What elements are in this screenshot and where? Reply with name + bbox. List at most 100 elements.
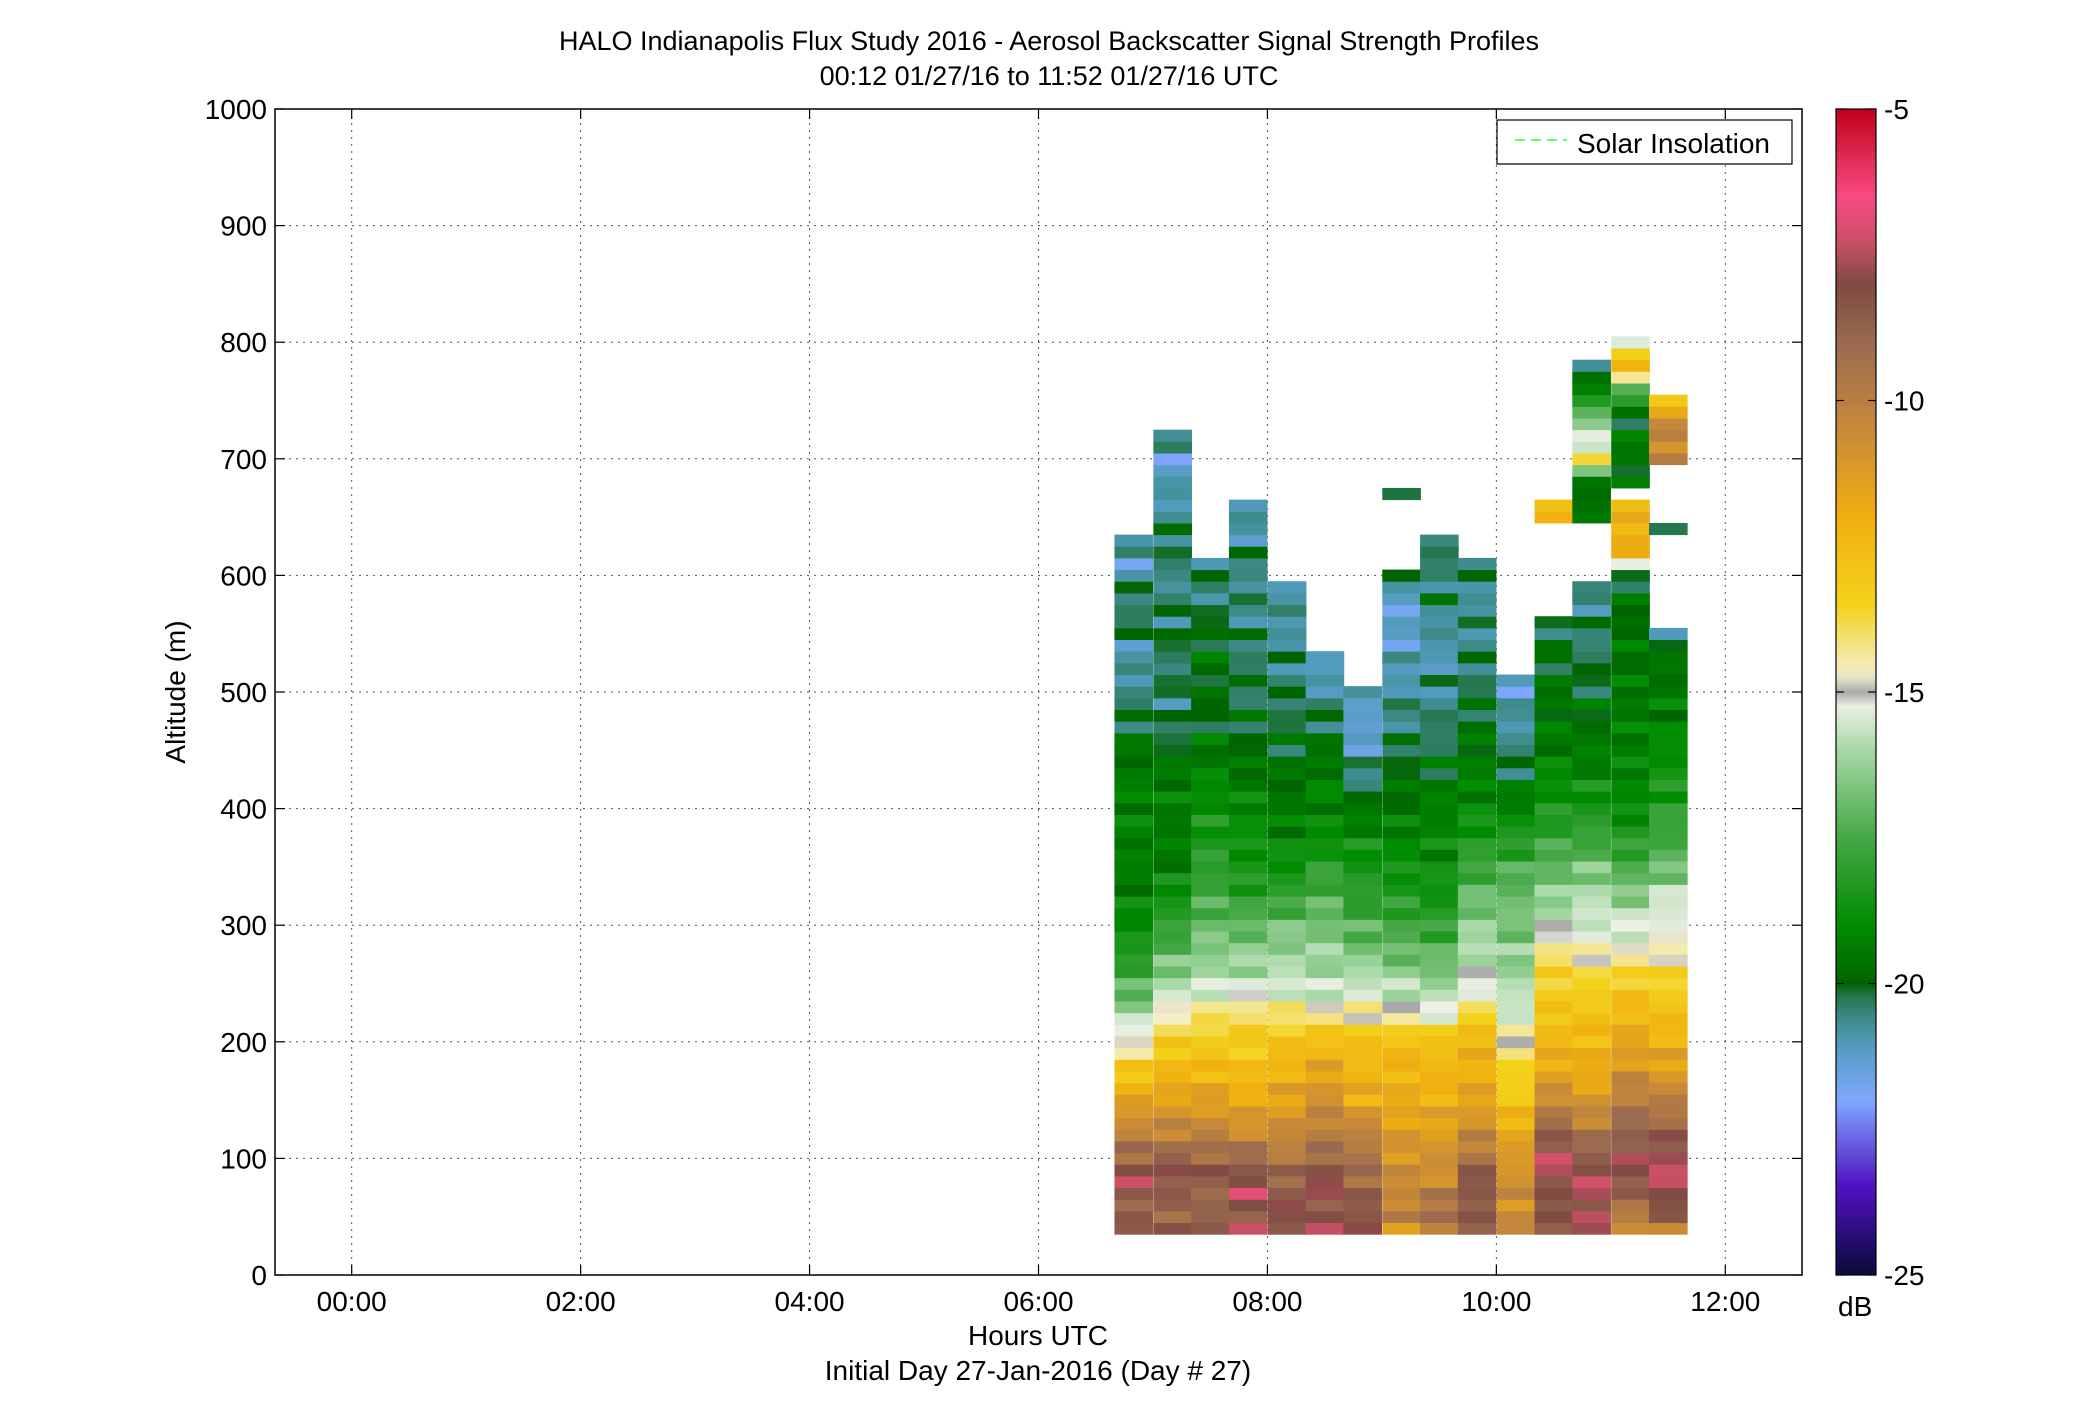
heatmap-cell — [1496, 1164, 1536, 1177]
heatmap-cell — [1611, 791, 1650, 804]
heatmap-cell — [1267, 744, 1307, 757]
backscatter-heatmap — [1114, 336, 1688, 1235]
heatmap-cell — [1343, 686, 1383, 699]
heatmap-cell — [1534, 931, 1574, 944]
heatmap-cell — [1153, 837, 1192, 850]
heatmap-cell — [1572, 1082, 1611, 1095]
heatmap-cell — [1572, 476, 1611, 489]
heatmap-cell — [1611, 756, 1650, 769]
heatmap-cell — [1153, 1187, 1192, 1200]
heatmap-cell — [1305, 1129, 1345, 1142]
heatmap-cell — [1420, 919, 1459, 932]
heatmap-cell — [1114, 721, 1154, 734]
heatmap-cell — [1305, 1070, 1345, 1084]
heatmap-cell — [1267, 954, 1307, 967]
heatmap-cell — [1114, 1012, 1154, 1025]
heatmap-cell — [1534, 674, 1574, 687]
heatmap-cell — [1611, 499, 1650, 512]
heatmap-cell — [1153, 569, 1192, 582]
heatmap-cell — [1420, 546, 1459, 559]
heatmap-cell — [1305, 1059, 1345, 1072]
heatmap-cell — [1305, 954, 1345, 967]
heatmap-cell — [1382, 581, 1421, 594]
heatmap-cell — [1382, 1129, 1421, 1142]
heatmap-cell — [1267, 767, 1307, 780]
heatmap-cell — [1534, 721, 1574, 734]
heatmap-cell — [1228, 639, 1268, 652]
heatmap-cell — [1611, 441, 1650, 454]
heatmap-cell — [1457, 966, 1497, 979]
heatmap-cell — [1611, 884, 1650, 897]
heatmap-cell — [1572, 1094, 1611, 1107]
heatmap-cell — [1572, 697, 1611, 710]
heatmap-cell — [1228, 557, 1268, 571]
heatmap-cell — [1611, 1070, 1650, 1084]
heatmap-cell — [1114, 791, 1154, 804]
heatmap-cell — [1153, 534, 1192, 547]
heatmap-cell — [1611, 907, 1650, 920]
heatmap-cell — [1343, 791, 1383, 804]
heatmap-cell — [1496, 884, 1536, 897]
heatmap-cell — [1496, 756, 1536, 769]
heatmap-cell — [1496, 1070, 1536, 1084]
heatmap-cell — [1534, 1152, 1574, 1165]
heatmap-cell — [1382, 826, 1421, 839]
heatmap-cell — [1305, 674, 1345, 687]
heatmap-cell — [1191, 919, 1230, 932]
heatmap-cell — [1267, 802, 1307, 815]
heatmap-cell — [1267, 849, 1307, 862]
heatmap-cell — [1534, 639, 1574, 652]
heatmap-cell — [1534, 1175, 1574, 1189]
heatmap-cell — [1496, 1024, 1536, 1037]
heatmap-cell — [1649, 919, 1688, 932]
colorbar-tick-label: -10 — [1884, 386, 1924, 417]
heatmap-cell — [1611, 371, 1650, 384]
heatmap-cell — [1572, 802, 1611, 815]
heatmap-cell — [1153, 1117, 1192, 1130]
heatmap-cell — [1611, 1047, 1650, 1060]
heatmap-cell — [1228, 662, 1268, 676]
heatmap-cell — [1611, 651, 1650, 664]
heatmap-cell — [1114, 569, 1154, 582]
heatmap-cell — [1457, 674, 1497, 687]
heatmap-cell — [1228, 826, 1268, 839]
heatmap-cell — [1496, 1140, 1536, 1154]
heatmap-cell — [1114, 767, 1154, 780]
heatmap-cell — [1114, 534, 1154, 547]
heatmap-cell — [1267, 872, 1307, 885]
heatmap-cell — [1649, 522, 1688, 536]
heatmap-cell — [1153, 884, 1192, 897]
heatmap-cell — [1228, 1070, 1268, 1084]
heatmap-cell — [1114, 802, 1154, 815]
heatmap-cell — [1228, 1164, 1268, 1177]
heatmap-cell — [1153, 429, 1192, 442]
heatmap-cell — [1191, 826, 1230, 839]
heatmap-cell — [1305, 907, 1345, 920]
heatmap-cell — [1191, 1222, 1230, 1235]
heatmap-cell — [1649, 1140, 1688, 1154]
heatmap-cell — [1228, 1129, 1268, 1142]
heatmap-cell — [1457, 1210, 1497, 1224]
heatmap-cell — [1114, 954, 1154, 967]
heatmap-cell — [1496, 1175, 1536, 1189]
heatmap-cell — [1153, 557, 1192, 571]
heatmap-cell — [1228, 942, 1268, 955]
heatmap-cell — [1572, 1152, 1611, 1165]
heatmap-cell — [1267, 697, 1307, 710]
heatmap-cell — [1305, 884, 1345, 897]
heatmap-cell — [1611, 546, 1650, 559]
heatmap-cell — [1534, 1210, 1574, 1224]
heatmap-cell — [1420, 557, 1459, 571]
x-tick-label: 08:00 — [1232, 1286, 1302, 1317]
heatmap-cell — [1457, 604, 1497, 617]
heatmap-cell — [1305, 721, 1345, 734]
heatmap-cell — [1114, 1222, 1154, 1235]
heatmap-cell — [1343, 1164, 1383, 1177]
heatmap-cell — [1343, 1012, 1383, 1025]
heatmap-cell — [1420, 1140, 1459, 1154]
heatmap-cell — [1343, 872, 1383, 885]
heatmap-cell — [1649, 802, 1688, 815]
heatmap-cell — [1420, 639, 1459, 652]
heatmap-cell — [1572, 499, 1611, 512]
heatmap-cell — [1305, 1187, 1345, 1200]
